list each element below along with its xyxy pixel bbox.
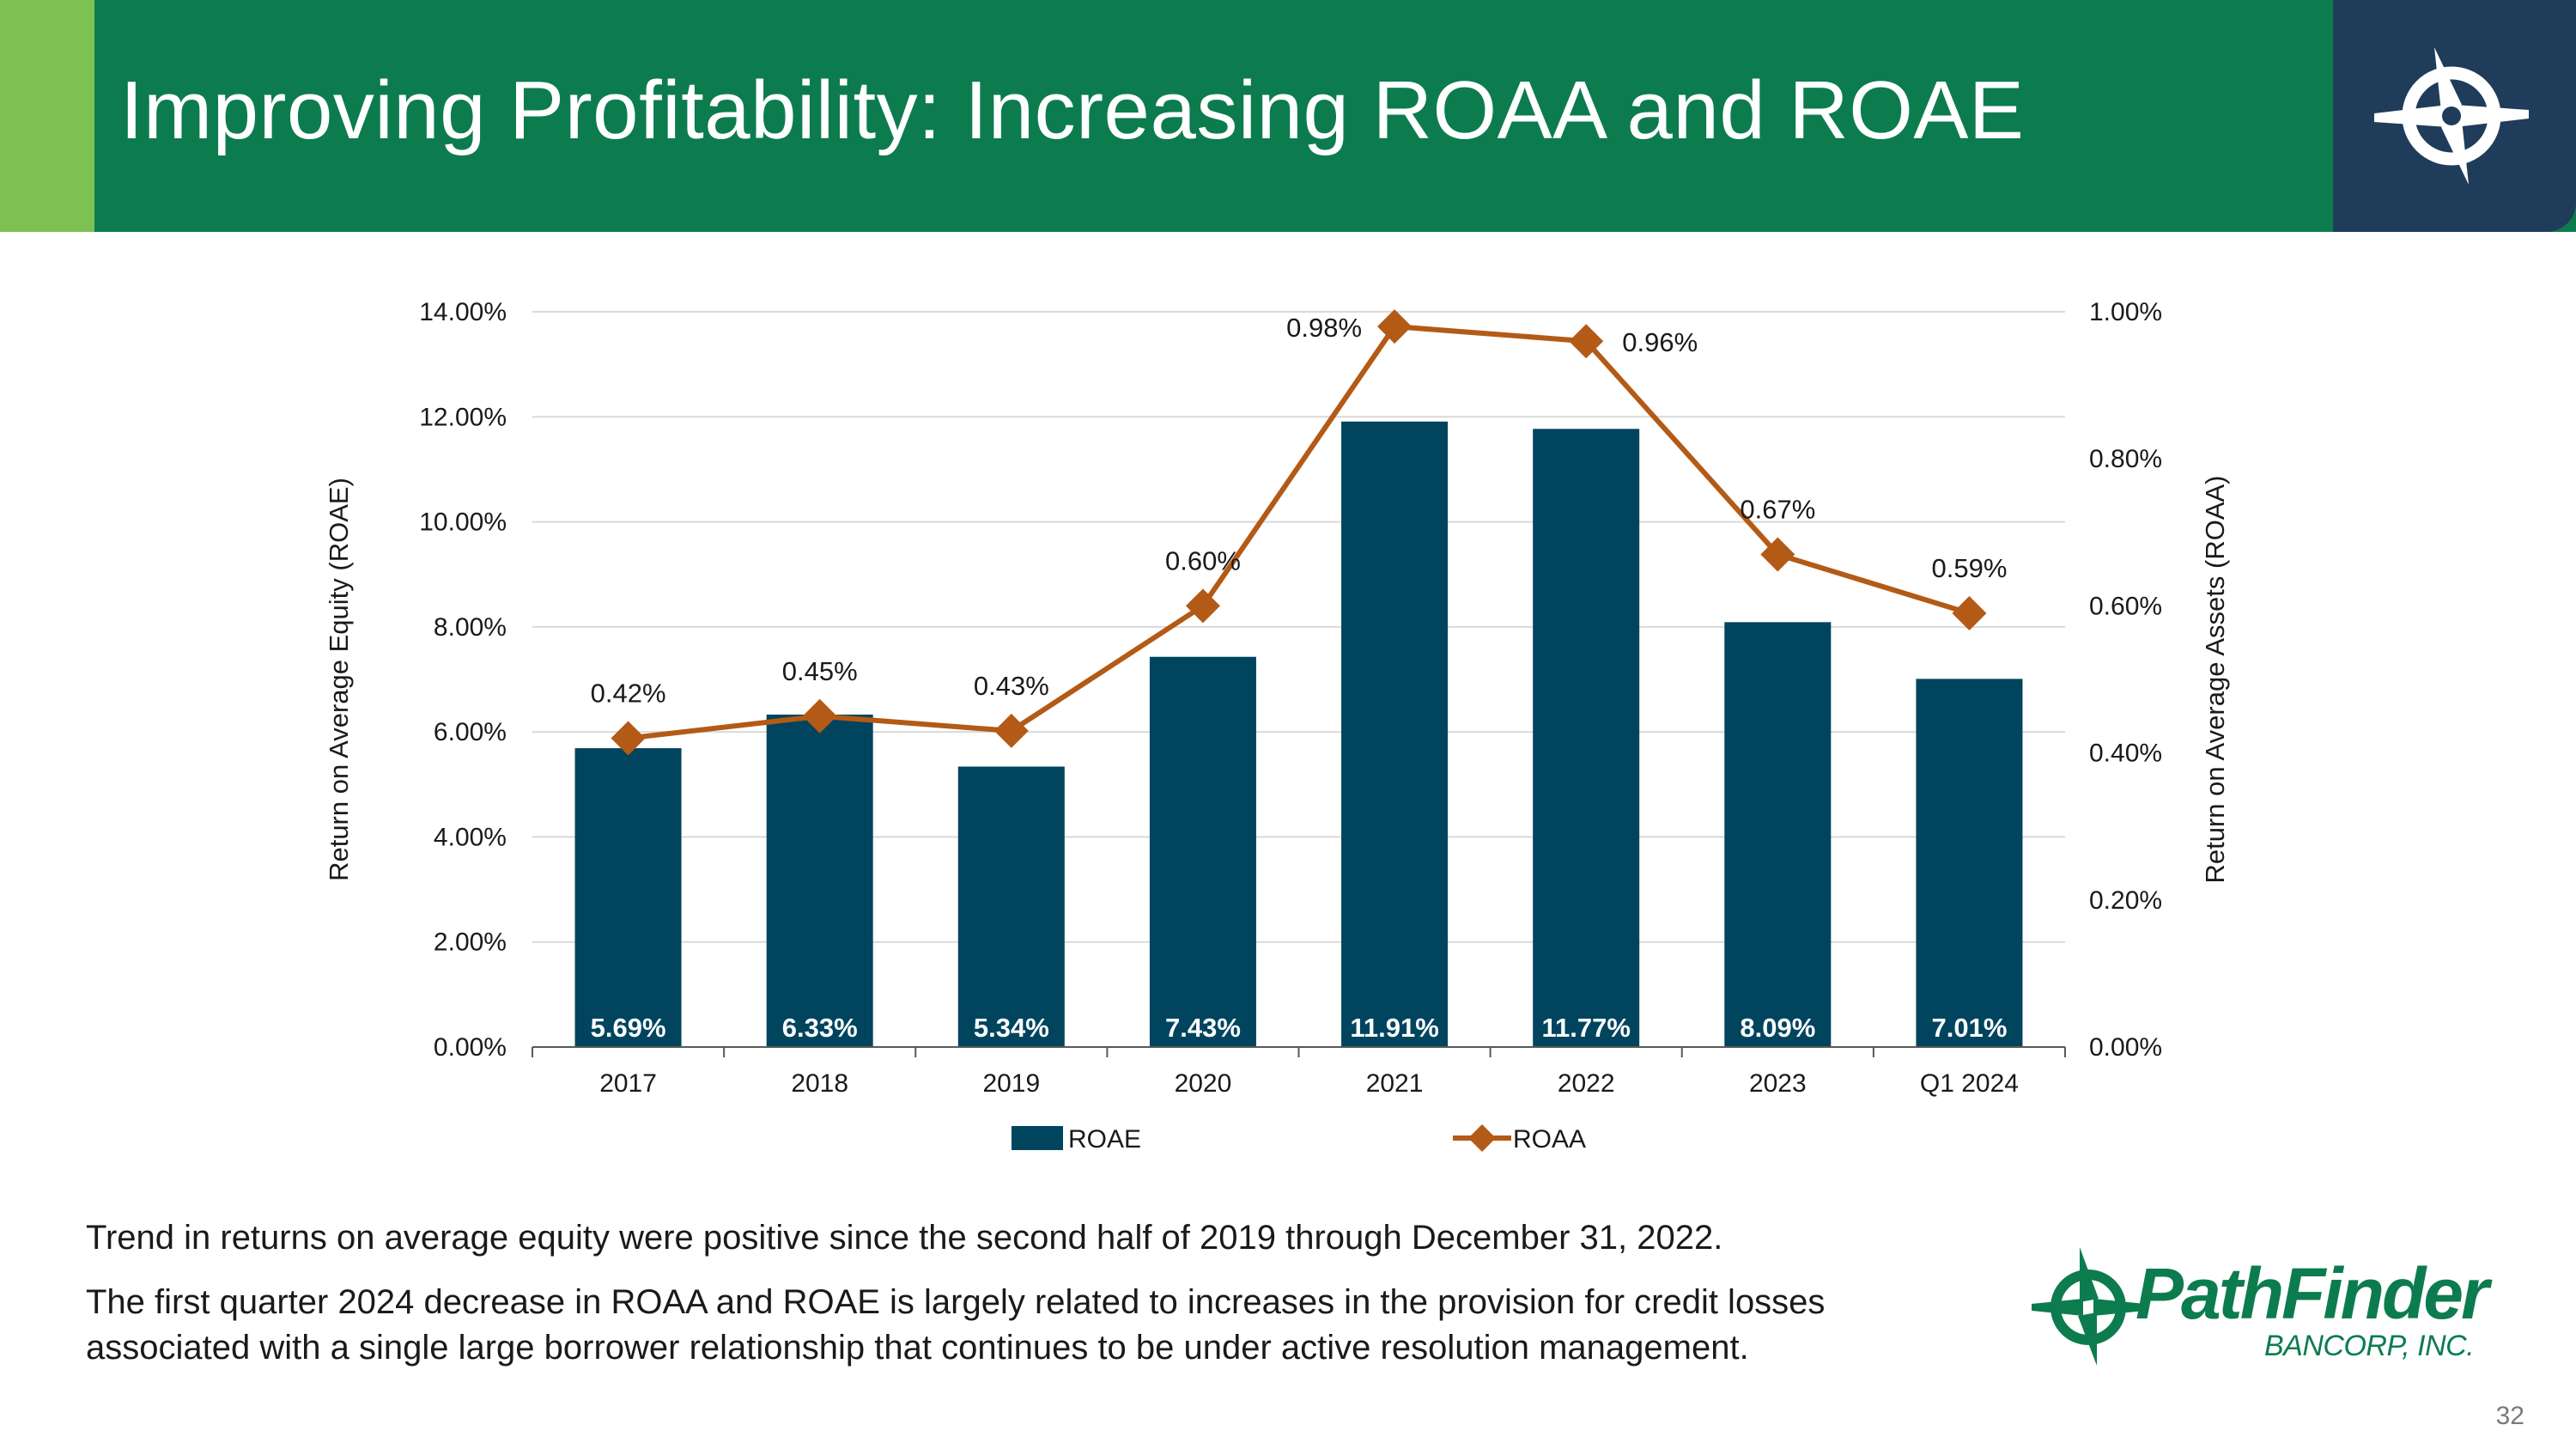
- title-accent-bar: [0, 0, 94, 232]
- y-right-tick-label: 0.80%: [2089, 445, 2162, 473]
- roaa-marker: [611, 721, 646, 756]
- roae-bar: [1916, 679, 2023, 1047]
- roaa-marker: [1377, 309, 1413, 344]
- roae-bars: 5.69% 6.33% 5.34% 7.43% 11.91% 11.77% 8.09% 7.0…: [574, 421, 2023, 1047]
- roae-data-label: 5.69%: [591, 1013, 666, 1043]
- page-number: 32: [2495, 1402, 2524, 1430]
- roaa-marker: [802, 698, 837, 734]
- x-tick-label: Q1 2024: [1920, 1069, 2019, 1098]
- y-left-tick-label: 12.00%: [419, 403, 507, 431]
- y-right-tick-label: 0.00%: [2089, 1033, 2162, 1062]
- compass-logo-icon: [2374, 47, 2529, 185]
- x-tick-label: 2019: [982, 1069, 1040, 1098]
- roaa-data-label: 0.42%: [591, 678, 666, 708]
- y-left-tick-label: 8.00%: [434, 613, 507, 642]
- roae-bar: [574, 748, 682, 1047]
- x-tick-label: 2023: [1749, 1069, 1807, 1098]
- x-tick-label: 2020: [1175, 1069, 1232, 1098]
- x-tick-label: 2021: [1366, 1069, 1424, 1098]
- roaa-data-label: 0.45%: [782, 656, 858, 686]
- logo-badge: [2333, 0, 2576, 232]
- roae-data-label: 11.77%: [1541, 1013, 1630, 1043]
- y-left-tick-label: 2.00%: [434, 928, 507, 957]
- y-right-tick-label: 0.40%: [2089, 740, 2162, 768]
- chart-gridlines: [532, 311, 2065, 943]
- roae-bar: [1149, 656, 1256, 1047]
- brand-name: PathFinder: [2136, 1253, 2489, 1334]
- roaa-data-label: 0.67%: [1740, 494, 1815, 524]
- legend-roae-swatch: [1012, 1126, 1063, 1150]
- legend-roae-label: ROAE: [1068, 1125, 1141, 1154]
- chart-axes: 0.00% 2.00% 4.00% 6.00% 8.00% 10.00% 12.00% 14.…: [324, 298, 2230, 1098]
- y-left-axis-title: Return on Average Equity (ROAE): [324, 478, 354, 881]
- roae-data-label: 7.43%: [1165, 1013, 1241, 1043]
- roae-bar: [1341, 421, 1449, 1047]
- roae-data-label: 8.09%: [1740, 1013, 1815, 1043]
- roae-data-label: 11.91%: [1350, 1013, 1438, 1043]
- note-2: The first quarter 2024 decrease in ROAA …: [86, 1283, 1826, 1367]
- compass-brand-icon: [2032, 1247, 2145, 1366]
- roae-data-label: 5.34%: [974, 1013, 1049, 1043]
- roaa-data-label: 0.60%: [1165, 545, 1241, 575]
- roae-bar: [1724, 622, 1832, 1047]
- x-tick-label: 2018: [791, 1069, 848, 1098]
- roaa-marker: [1569, 324, 1604, 359]
- x-tick-label: 2022: [1558, 1069, 1615, 1098]
- legend-roaa-marker: [1468, 1124, 1496, 1152]
- roae-bar: [957, 766, 1065, 1047]
- note-1: Trend in returns on average equity were …: [86, 1219, 1723, 1257]
- brand-subtitle: BANCORP, INC.: [2264, 1330, 2475, 1362]
- chart-legend: ROAE ROAA: [1012, 1124, 1586, 1154]
- y-left-tick-label: 10.00%: [419, 508, 507, 537]
- y-left-tick-label: 4.00%: [434, 823, 507, 851]
- roaa-series-line: [628, 323, 1971, 741]
- roaa-roae-chart: 5.69% 6.33% 5.34% 7.43% 11.91% 11.77% 8.09% 7.0…: [324, 298, 2230, 1154]
- y-right-tick-label: 0.60%: [2089, 592, 2162, 620]
- roae-bar: [1533, 429, 1640, 1047]
- y-right-tick-label: 0.20%: [2089, 886, 2162, 915]
- roaa-data-label: 0.98%: [1286, 313, 1362, 343]
- y-left-tick-label: 14.00%: [419, 298, 507, 326]
- roaa-data-label: 0.59%: [1931, 553, 2007, 583]
- pathfinder-logo: PathFinder BANCORP, INC.: [2028, 1245, 2492, 1366]
- y-right-axis-title: Return on Average Assets (ROAA): [2200, 476, 2230, 884]
- legend-roaa-label: ROAA: [1513, 1125, 1586, 1154]
- y-right-tick-label: 1.00%: [2089, 298, 2162, 326]
- roaa-marker: [1185, 588, 1220, 624]
- title-banner: Improving Profitability: Increasing ROAA…: [0, 0, 2576, 232]
- x-tick-label: 2017: [599, 1069, 657, 1098]
- commentary: Trend in returns on average equity were …: [86, 1215, 1932, 1390]
- roaa-data-label: 0.43%: [974, 671, 1049, 701]
- page-title: Improving Profitability: Increasing ROAA…: [120, 64, 2025, 156]
- roaa-data-label: 0.96%: [1622, 327, 1698, 357]
- y-left-tick-label: 6.00%: [434, 718, 507, 746]
- roaa-marker: [1760, 537, 1795, 572]
- roae-data-label: 7.01%: [1931, 1013, 2007, 1043]
- roaa-marker: [993, 713, 1029, 748]
- roae-data-label: 6.33%: [782, 1013, 858, 1043]
- roae-bar: [766, 714, 873, 1047]
- roaa-line: 0.42% 0.45% 0.43% 0.60% 0.98% 0.96% 0.67% 0.59%: [591, 309, 2007, 756]
- roaa-marker: [1952, 595, 1987, 630]
- y-left-tick-label: 0.00%: [434, 1033, 507, 1062]
